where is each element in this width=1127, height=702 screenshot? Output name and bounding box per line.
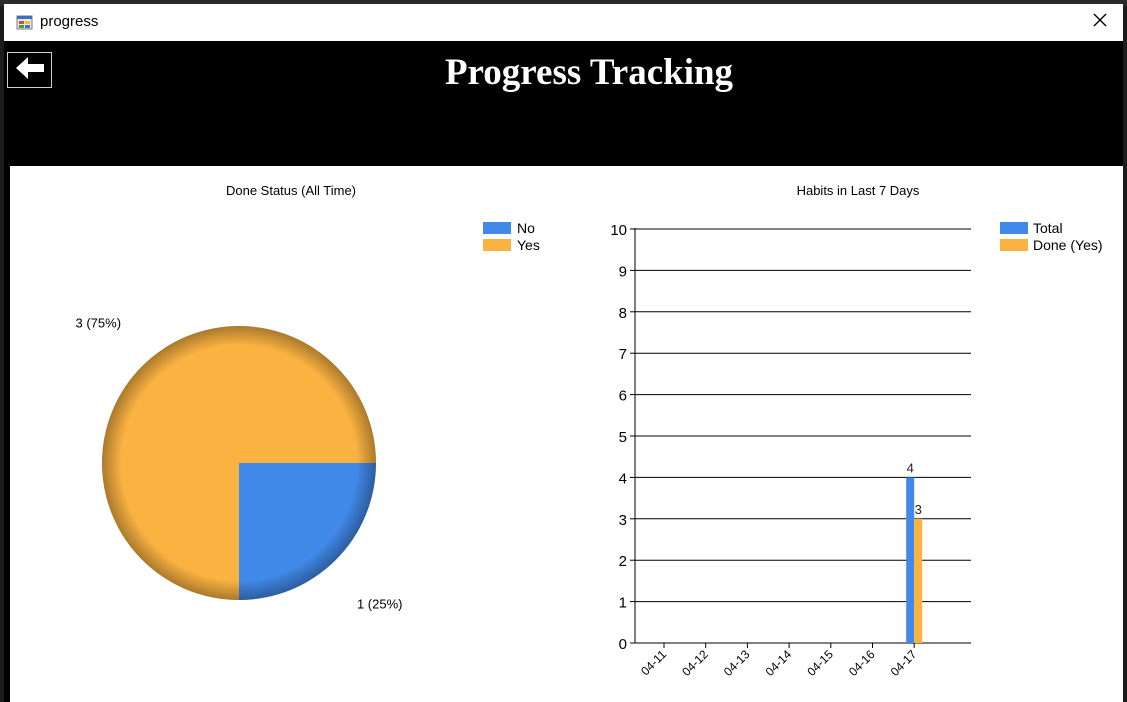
bar-total-04-17 [906, 477, 915, 643]
bar-x-tick-labels: 04-11 04-12 04-13 04-14 04-15 04-16 04-17 [638, 647, 919, 679]
bar-x-tick-label: 04-17 [888, 647, 920, 679]
bar-done-yes--04-17 [914, 518, 923, 643]
back-button[interactable] [7, 52, 52, 88]
page-title: Progress Tracking [444, 52, 734, 93]
bar-y-tick-label: 0 [619, 636, 627, 653]
bar-y-tick-label: 5 [619, 429, 627, 446]
bar-x-tick-label: 04-15 [804, 647, 836, 679]
charts-area: Done Status (All Time) 1 (25%) 3 (75%) No… [10, 166, 1123, 702]
pie-legend-label-no: No [517, 220, 535, 236]
bar-legend-swatch [1000, 222, 1028, 234]
bar-y-tick-label: 6 [619, 388, 627, 405]
bar-y-tick-label: 1 [619, 595, 627, 612]
bar-legend-swatch [1000, 239, 1028, 251]
bar-marks: 43 [906, 460, 923, 643]
bar-chart-title: Habits in Last 7 Days [797, 183, 920, 198]
pie-legend-label-yes: Yes [517, 237, 540, 253]
bar-x-tick-label: 04-13 [721, 647, 753, 679]
page-header: Progress Tracking [4, 41, 1123, 166]
progress-window: progress Progress Tracking [4, 4, 1123, 702]
bar-y-tick-label: 9 [619, 263, 627, 280]
pie-legend-swatch-no [483, 222, 511, 234]
close-button[interactable] [1077, 4, 1123, 41]
close-icon [1093, 13, 1107, 32]
bar-y-tick-label: 4 [619, 470, 627, 487]
bar-legend-label: Total [1033, 220, 1063, 236]
arrow-left-icon [12, 53, 48, 88]
bar-x-tick-label: 04-12 [679, 647, 711, 679]
bar-y-tick-label: 3 [619, 512, 627, 529]
bar-y-tick-label: 7 [619, 346, 627, 363]
pie-labels: 1 (25%) 3 (75%) [76, 315, 403, 611]
window-title: progress [40, 13, 99, 30]
bar-x-tick-label: 04-11 [638, 647, 669, 678]
pie-legend-swatch-yes [483, 239, 511, 251]
pie-chart-title: Done Status (All Time) [226, 183, 356, 198]
pie-label-yes: 3 (75%) [76, 315, 122, 330]
bar-y-tick-labels: 0 1 2 3 4 5 6 7 8 9 10 [610, 222, 627, 653]
pie-shading [102, 326, 376, 600]
left-edge-strip [4, 166, 10, 702]
bar-x-tick-label: 04-16 [846, 647, 878, 679]
bar-y-tick-label: 10 [610, 222, 627, 239]
app-form-icon [16, 13, 34, 31]
pie-label-no: 1 (25%) [357, 597, 403, 612]
bar-y-tick-label: 8 [619, 305, 627, 322]
background-strip [0, 0, 1127, 6]
done-status-chart: Done Status (All Time) 1 (25%) 3 (75%) No… [76, 183, 540, 612]
bar-legend-label: Done (Yes) [1033, 237, 1103, 253]
habits-last-7-days-chart: Habits in Last 7 Days 0 1 2 3 4 5 6 7 8 9 10 04-11… [610, 183, 1103, 679]
title-bar: progress [4, 4, 1123, 41]
bar-y-tick-label: 2 [619, 553, 627, 570]
bar-x-tick-label: 04-14 [763, 647, 795, 679]
bar-data-label: 4 [907, 460, 914, 475]
bar-data-label: 3 [915, 502, 922, 517]
